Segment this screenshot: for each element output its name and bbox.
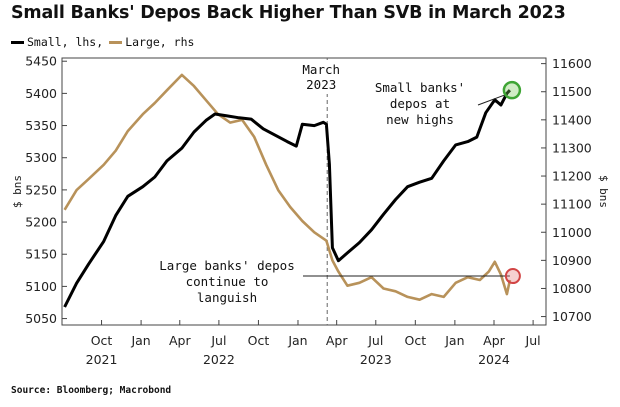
y-right-tick-label: 10900 — [552, 253, 592, 268]
large-endpoint-highlight — [504, 268, 521, 285]
y-left-tick-label: 5350 — [25, 118, 57, 133]
small-annotation-pointer — [477, 93, 508, 106]
legend: Small, lhs, Large, rhs — [11, 34, 194, 50]
small-annotation-bg — [368, 78, 472, 132]
x-tick-label: Apr — [326, 333, 348, 348]
y-left-tick-label: 5250 — [25, 182, 57, 197]
y-right-tick-label: 10700 — [552, 309, 592, 324]
x-tick-label: Oct — [248, 333, 270, 348]
x-year-label: 2022 — [203, 352, 235, 367]
y-left-tick-label: 5450 — [25, 54, 57, 69]
legend-label-small: Small, lhs — [27, 35, 97, 49]
x-tick-label: Jul — [525, 333, 541, 348]
x-year-label: 2024 — [478, 352, 510, 367]
series-line-large — [63, 73, 512, 301]
x-tick-label: Apr — [483, 333, 505, 348]
y-right-tick-label: 11300 — [552, 140, 592, 155]
y-left-axis-title: $ bns — [11, 175, 24, 208]
x-tick-label: Apr — [169, 333, 191, 348]
legend-item-large: Large, rhs — [109, 35, 194, 49]
legend-swatch-large — [109, 40, 123, 44]
y-left-tick-label: 5400 — [25, 86, 57, 101]
y-left-tick-label: 5100 — [25, 279, 57, 294]
y-left-tick-label: 5050 — [25, 311, 57, 326]
y-left-tick-label: 5300 — [25, 150, 57, 165]
large-annotation-line: Large banks' depos — [159, 258, 294, 273]
y-right-tick-label: 11500 — [552, 84, 592, 99]
large-annotation-line: languish — [197, 290, 257, 305]
march-2023-label-line: March — [302, 62, 340, 77]
x-tick-label: Jul — [367, 333, 383, 348]
y-right-tick-label: 11100 — [552, 197, 592, 212]
y-left-tick-label: 5200 — [25, 215, 57, 230]
x-tick-label: Jan — [444, 333, 464, 348]
small-annotation-line: new highs — [386, 112, 454, 127]
small-annotation-line: Small banks' — [375, 80, 465, 95]
y-right-tick-label: 11200 — [552, 169, 592, 184]
small-annotation-line: depos at — [390, 96, 450, 111]
large-annotation-bg — [148, 256, 303, 308]
plot-frame — [61, 57, 547, 326]
y-right-tick-label: 11600 — [552, 56, 592, 71]
y-left-tick-label: 5150 — [25, 247, 57, 262]
legend-item-small: Small, lhs, — [11, 35, 109, 49]
x-year-label: 2021 — [86, 352, 118, 367]
x-tick-label: Oct — [91, 333, 113, 348]
x-tick-label: Oct — [405, 333, 427, 348]
x-tick-label: Jan — [287, 333, 307, 348]
y-right-tick-label: 11000 — [552, 225, 592, 240]
march-2023-label-bg — [302, 60, 353, 94]
x-tick-label: Jan — [130, 333, 150, 348]
source-note: Source: Bloomberg; Macrobond — [11, 385, 172, 396]
x-year-label: 2023 — [360, 352, 392, 367]
large-annotation-line: continue to — [186, 274, 269, 289]
x-tick-label: Jul — [210, 333, 226, 348]
legend-label-large: Large, rhs — [125, 35, 195, 49]
legend-swatch-small — [11, 40, 24, 44]
y-right-axis-title: $ bns — [597, 175, 610, 208]
y-right-tick-label: 11400 — [552, 112, 592, 127]
y-right-tick-label: 10800 — [552, 281, 592, 296]
march-2023-label-line: 2023 — [306, 77, 336, 92]
chart-title: Small Banks' Depos Back Higher Than SVB … — [11, 3, 566, 23]
series-line-small — [63, 89, 511, 308]
small-endpoint-highlight — [502, 80, 522, 100]
